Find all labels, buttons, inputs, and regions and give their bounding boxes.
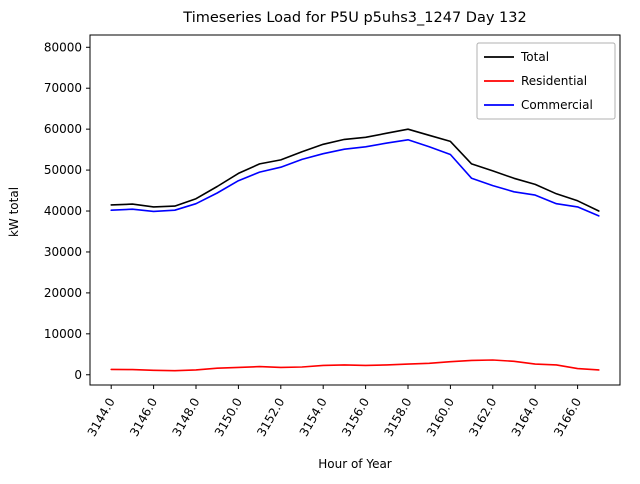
series-line-residential [110,359,600,372]
x-tick-label: 3160.0 [424,396,457,439]
legend: Total Residential Commercial [476,42,616,120]
x-tick-label: 3146.0 [127,396,160,439]
x-tick-label: 3158.0 [381,396,414,439]
y-tick-label: 60000 [44,122,82,136]
y-tick-label: 70000 [44,81,82,95]
y-tick-label: 30000 [44,245,82,259]
legend-label-residential: Residential [521,74,587,88]
y-tick-label: 10000 [44,327,82,341]
series-line-commercial [110,139,600,217]
y-tick-label: 20000 [44,286,82,300]
y-tick-label: 0 [74,368,82,382]
x-tick-label: 3166.0 [551,396,584,439]
y-tick-label: 50000 [44,163,82,177]
x-tick-label: 3154.0 [297,396,330,439]
y-axis-label: kW total [7,187,21,237]
x-tick-label: 3152.0 [254,396,287,439]
y-tick-label: 80000 [44,40,82,54]
x-tick-label: 3148.0 [169,396,202,439]
y-tick-label: 40000 [44,204,82,218]
plot-frame [89,34,621,386]
legend-label-commercial: Commercial [521,98,593,112]
series-line-total [110,128,600,212]
x-axis-label: Hour of Year [318,457,392,471]
x-tick-label: 3144.0 [85,396,118,439]
legend-label-total: Total [520,50,549,64]
x-tick-label: 3162.0 [466,396,499,439]
x-tick-label: 3156.0 [339,396,372,439]
chart-title: Timeseries Load for P5U p5uhs3_1247 Day … [182,10,526,26]
x-tick-label: 3164.0 [509,396,542,439]
legend-box [476,42,616,120]
x-tick-label: 3150.0 [212,396,245,439]
